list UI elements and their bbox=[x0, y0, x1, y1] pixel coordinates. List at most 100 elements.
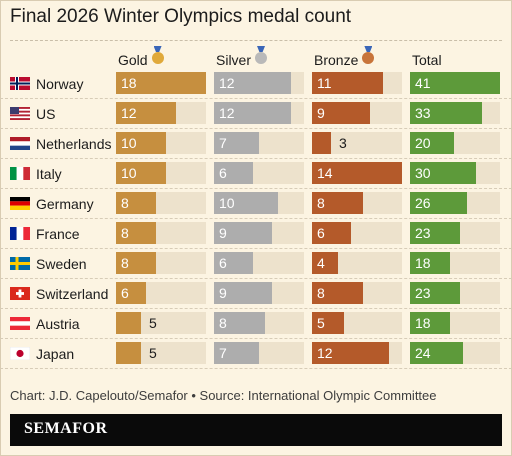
silver-bar-track bbox=[214, 252, 304, 274]
bronze-bar-track bbox=[312, 222, 402, 244]
silver-bar-track bbox=[214, 72, 304, 94]
gold-value-label: 8 bbox=[121, 225, 129, 241]
bronze-value-label: 4 bbox=[317, 255, 325, 271]
gold-value-label: 10 bbox=[121, 165, 137, 181]
total-bar-track bbox=[410, 282, 500, 304]
silver-value-label: 8 bbox=[219, 315, 227, 331]
bronze-bar bbox=[312, 342, 389, 364]
bronze-bar bbox=[312, 72, 383, 94]
country-label: Netherlands bbox=[36, 136, 112, 152]
chart-title: Final 2026 Winter Olympics medal count bbox=[10, 6, 352, 27]
bronze-value-label: 11 bbox=[317, 75, 332, 91]
gold-value-label: 8 bbox=[121, 195, 129, 211]
gold-bar bbox=[116, 162, 166, 184]
gold-value-label: 18 bbox=[121, 75, 137, 91]
bronze-bar bbox=[312, 132, 331, 154]
gold-bar bbox=[116, 252, 156, 274]
bronze-value-label: 12 bbox=[317, 345, 333, 361]
silver-value-label: 6 bbox=[219, 255, 227, 271]
sweden-flag-icon bbox=[10, 257, 30, 270]
silver-bar-track bbox=[214, 132, 304, 154]
bronze-column-header: Bronze bbox=[314, 52, 375, 68]
gold-bar bbox=[116, 282, 146, 304]
gold-value-label: 5 bbox=[149, 315, 157, 331]
country-label: Switzerland bbox=[36, 286, 109, 302]
bronze-bar-track bbox=[312, 132, 402, 154]
table-row: Germany 8 10 8 26 bbox=[0, 188, 512, 219]
silver-bar bbox=[214, 222, 272, 244]
table-row: Austria 5 8 5 18 bbox=[0, 308, 512, 339]
table-row: France 8 9 6 23 bbox=[0, 218, 512, 249]
silver-value-label: 12 bbox=[219, 75, 235, 91]
gold-value-label: 10 bbox=[121, 135, 137, 151]
silver-bar-track bbox=[214, 102, 304, 124]
country-label: France bbox=[36, 226, 80, 242]
gold-bar-track bbox=[116, 192, 206, 214]
bronze-bar-track bbox=[312, 252, 402, 274]
total-value-label: 18 bbox=[415, 315, 431, 331]
bronze-medal-icon bbox=[362, 52, 375, 64]
gold-bar-track bbox=[116, 162, 206, 184]
bronze-value-label: 6 bbox=[317, 225, 325, 241]
bronze-bar bbox=[312, 192, 363, 214]
bronze-value-label: 8 bbox=[317, 285, 325, 301]
semafor-logo: SEMAFOR bbox=[24, 420, 108, 437]
silver-bar bbox=[214, 252, 253, 274]
bronze-bar-track bbox=[312, 102, 402, 124]
silver-value-label: 6 bbox=[219, 165, 227, 181]
silver-column-label: Silver bbox=[216, 52, 252, 68]
table-row: Japan 5 7 12 24 bbox=[0, 338, 512, 369]
bronze-value-label: 3 bbox=[339, 135, 347, 151]
country-label: Norway bbox=[36, 76, 84, 92]
silver-value-label: 10 bbox=[219, 195, 235, 211]
silver-bar bbox=[214, 282, 272, 304]
total-bar-track bbox=[410, 192, 500, 214]
gold-column-label: Gold bbox=[118, 52, 148, 68]
gold-column-header: Gold bbox=[118, 52, 164, 68]
total-value-label: 33 bbox=[415, 105, 431, 121]
total-bar-track bbox=[410, 72, 500, 94]
total-bar bbox=[410, 72, 500, 94]
total-value-label: 41 bbox=[415, 75, 431, 91]
gold-value-label: 5 bbox=[149, 345, 157, 361]
total-value-label: 23 bbox=[415, 225, 431, 241]
bronze-bar-track bbox=[312, 282, 402, 304]
bronze-bar bbox=[312, 222, 351, 244]
silver-bar bbox=[214, 162, 253, 184]
silver-value-label: 7 bbox=[219, 135, 227, 151]
silver-bar bbox=[214, 312, 265, 334]
silver-bar bbox=[214, 72, 291, 94]
total-bar-track bbox=[410, 102, 500, 124]
bronze-bar bbox=[312, 252, 338, 274]
bronze-bar-track bbox=[312, 192, 402, 214]
bronze-bar-track bbox=[312, 162, 402, 184]
netherlands-flag-icon bbox=[10, 137, 30, 150]
brand-bar: SEMAFOR bbox=[10, 414, 502, 446]
country-label: Germany bbox=[36, 196, 94, 212]
total-bar bbox=[410, 132, 454, 154]
total-value-label: 24 bbox=[415, 345, 431, 361]
france-flag-icon bbox=[10, 227, 30, 240]
silver-bar bbox=[214, 192, 278, 214]
gold-bar-track bbox=[116, 222, 206, 244]
silver-bar-track bbox=[214, 162, 304, 184]
silver-bar-track bbox=[214, 342, 304, 364]
total-bar-track bbox=[410, 222, 500, 244]
table-row: Norway 18 12 11 41 bbox=[0, 68, 512, 99]
gold-medal-icon bbox=[151, 52, 164, 64]
total-value-label: 26 bbox=[415, 195, 431, 211]
title-divider bbox=[10, 40, 502, 41]
total-bar-track bbox=[410, 252, 500, 274]
country-label: Sweden bbox=[36, 256, 87, 272]
gold-value-label: 8 bbox=[121, 255, 129, 271]
gold-bar-track bbox=[116, 312, 206, 334]
gold-bar bbox=[116, 132, 166, 154]
total-bar bbox=[410, 282, 460, 304]
gold-bar bbox=[116, 342, 141, 364]
table-row: Sweden 8 6 4 18 bbox=[0, 248, 512, 279]
table-row: Switzerland 6 9 8 23 bbox=[0, 278, 512, 309]
total-value-label: 20 bbox=[415, 135, 431, 151]
gold-bar-track bbox=[116, 282, 206, 304]
total-column-label: Total bbox=[412, 52, 442, 68]
silver-value-label: 7 bbox=[219, 345, 227, 361]
